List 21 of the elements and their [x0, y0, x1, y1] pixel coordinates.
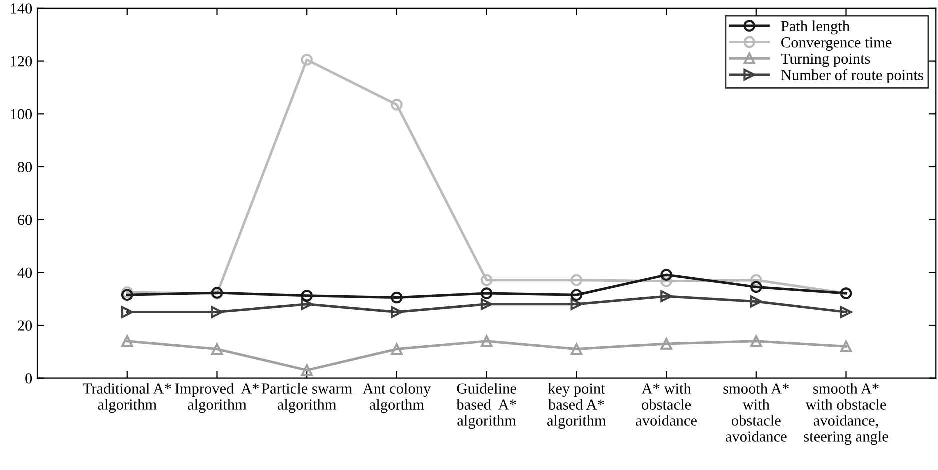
y-tick-label: 0 [26, 373, 32, 384]
legend-label: Number of route points [781, 70, 924, 84]
x-tick-label: Guideline based A* algorithm [456, 383, 516, 430]
legend-label: Convergence time [782, 38, 892, 51]
y-tick-label: 80 [18, 162, 32, 172]
y-tick-label: 40 [18, 268, 32, 278]
x-tick-label: Improved A* algorithm [175, 383, 259, 414]
x-tick-label: smooth A* with obstacle avoidance, steering angle [804, 383, 888, 446]
x-tick-label: key point based A* algorithm [548, 383, 606, 430]
x-tick-label: Ant colony algorthm [362, 383, 432, 414]
x-tick-label: A* with obstacle avoidance [636, 383, 697, 426]
y-tick-label: 20 [18, 320, 32, 331]
y-tick-label: 60 [18, 214, 32, 226]
y-tick-label: 100 [11, 109, 32, 120]
y-tick-label: 140 [11, 4, 32, 14]
x-tick-label: Traditional A* algorithm [83, 383, 172, 414]
x-tick-label: smooth A* with obstacle avoidance [724, 383, 789, 442]
y-tick-label: 120 [11, 56, 32, 67]
legend-label: Turning points [781, 54, 870, 68]
x-tick-label: Particle swarm algorithm [262, 383, 352, 414]
legend-label: Path length [781, 20, 850, 35]
